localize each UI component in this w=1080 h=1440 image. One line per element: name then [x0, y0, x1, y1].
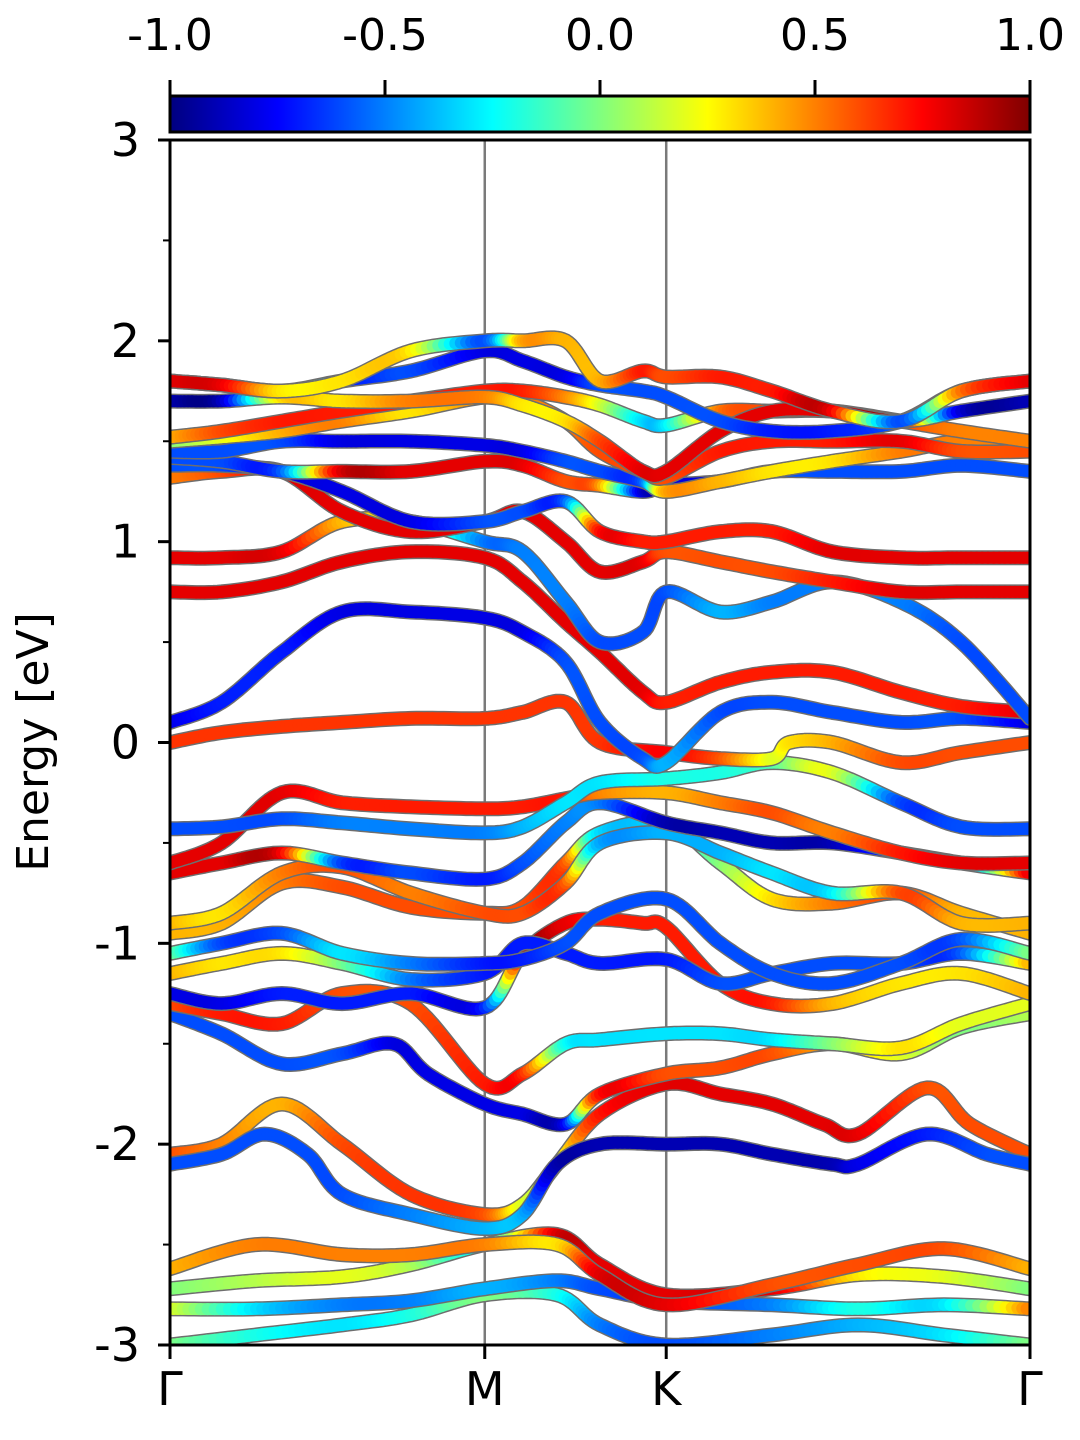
band-16 [170, 755, 1030, 841]
colorbar-tick-label: -1.0 [127, 10, 213, 61]
band-8 [170, 983, 1030, 1096]
colorbar-ticks: -1.0 -0.5 0.0 0.5 1.0 [127, 10, 1065, 96]
band-13 [170, 825, 1030, 933]
colorbar-gradient [168, 94, 1032, 134]
colorbar-tick-label: 1.0 [995, 10, 1065, 61]
high-symmetry-lines [483, 140, 668, 1345]
colorbar: -1.0 -0.5 0.0 0.5 1.0 [127, 10, 1065, 134]
band-4 [170, 1234, 1030, 1313]
colorbar-tick-label: -0.5 [342, 10, 428, 61]
bands [170, 330, 1030, 1345]
band-11 [170, 890, 1030, 992]
band-6 [170, 1126, 1030, 1236]
band-17 [170, 693, 1030, 771]
band-1 [170, 1284, 1030, 1345]
colorbar-tick-label: 0.5 [780, 10, 850, 61]
colorbar-tick-label: 0.0 [565, 10, 635, 61]
